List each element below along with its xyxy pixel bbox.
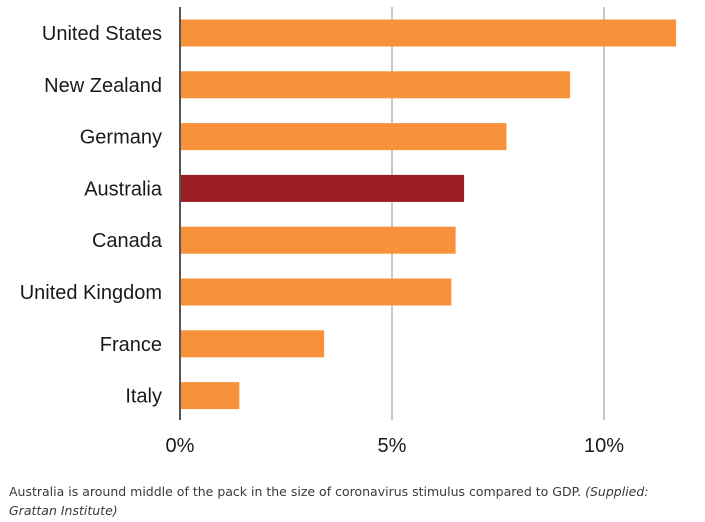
- figure-caption: Australia is around middle of the pack i…: [9, 482, 699, 520]
- category-label: Canada: [92, 230, 163, 252]
- bar-italy: [180, 382, 240, 410]
- bar-canada: [180, 226, 456, 254]
- bar-new-zealand: [180, 71, 571, 99]
- x-tick-label: 5%: [378, 435, 407, 457]
- bar-united-states: [180, 19, 677, 47]
- x-tick-labels: 0% 5% 10%: [166, 435, 625, 457]
- bar-france: [180, 330, 325, 358]
- bar-australia: [180, 174, 465, 202]
- bars: [180, 19, 677, 410]
- gridlines: [391, 7, 605, 420]
- x-tick-label: 0%: [166, 435, 195, 457]
- x-tick-label: 10%: [584, 435, 624, 457]
- category-label: New Zealand: [44, 75, 162, 97]
- category-label: Germany: [80, 127, 162, 149]
- category-label: Italy: [125, 386, 162, 408]
- caption-credit: (Supplied: Grattan Institute): [9, 484, 649, 518]
- bar-chart: United States New Zealand Germany Australia…: [20, 7, 677, 457]
- category-label: Australia: [84, 178, 163, 200]
- category-labels: United States New Zealand Germany Australia…: [20, 23, 163, 408]
- category-label: United States: [42, 23, 162, 45]
- caption-text: Australia is around middle of the pack i…: [9, 484, 582, 499]
- category-label: France: [100, 334, 162, 356]
- bar-germany: [180, 123, 507, 151]
- category-label: United Kingdom: [20, 282, 162, 304]
- bar-united-kingdom: [180, 278, 452, 306]
